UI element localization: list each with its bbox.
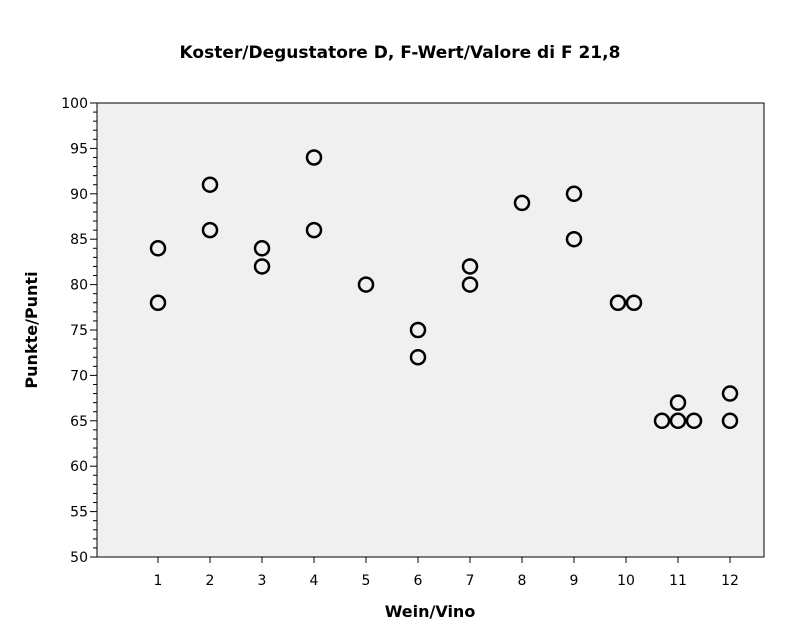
x-tick-label: 5 [362,573,371,589]
data-point [609,294,627,312]
y-tick-label: 80 [70,278,88,294]
x-tick-label: 9 [570,573,579,589]
data-point [149,294,167,312]
plot-area [96,102,765,558]
data-point [305,221,323,239]
data-points [149,149,739,430]
y-axis: 50 55 60 65 70 75 80 85 90 95 100 [61,96,98,566]
y-tick-label: 75 [70,323,88,339]
data-point [565,230,583,248]
x-tick-label: 7 [466,573,475,589]
data-point [669,394,687,411]
x-tick-label: 11 [669,573,687,589]
data-point [201,176,219,193]
y-tick-label: 100 [61,96,88,112]
y-tick-label: 70 [70,368,88,384]
x-axis-label: Wein/Vino [385,602,476,621]
y-tick-label: 55 [70,505,88,521]
data-point [685,412,703,430]
y-axis-label: Punkte/Punti [22,271,41,388]
data-point [305,149,323,166]
y-tick-label: 50 [70,550,88,566]
x-tick-label: 4 [310,573,319,589]
data-point [409,321,427,339]
x-tick-label: 6 [414,573,423,589]
data-point [357,276,375,293]
x-tick-label: 2 [206,573,215,589]
data-point [565,185,583,203]
data-point [653,412,671,430]
y-tick-label: 95 [70,141,88,157]
data-point [513,194,531,212]
x-axis: 1 2 3 4 5 6 7 8 9 10 11 12 [154,557,739,589]
data-point [149,240,167,257]
y-tick-label: 90 [70,187,88,203]
data-point [461,276,479,293]
data-point [669,412,687,430]
y-tick-label: 65 [70,414,88,430]
data-point [721,385,739,402]
data-point [201,221,219,239]
y-tick-label: 85 [70,232,88,248]
data-point [409,348,427,366]
data-point [253,258,271,275]
data-point [721,412,739,430]
x-tick-label: 12 [721,573,739,589]
data-point [625,294,643,312]
x-tick-label: 3 [258,573,267,589]
y-tick-label: 60 [70,459,88,475]
x-tick-label: 1 [154,573,163,589]
x-tick-label: 8 [518,573,527,589]
data-point [461,258,479,275]
data-point [253,240,271,257]
x-tick-label: 10 [617,573,635,589]
chart-title: Koster/Degustatore D, F-Wert/Valore di F… [180,43,621,63]
